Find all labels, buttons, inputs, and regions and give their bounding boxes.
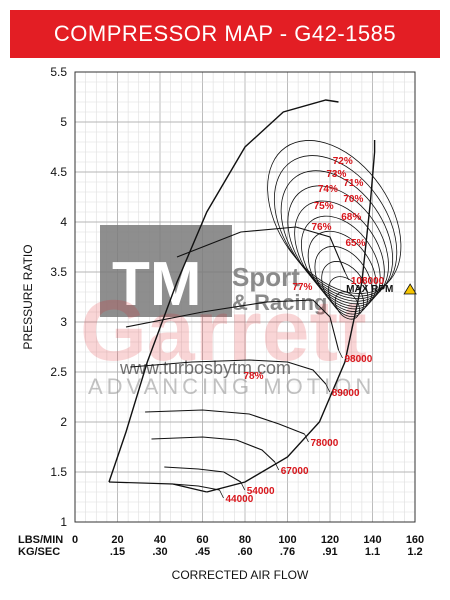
x-tick-label-secondary: .30 <box>152 546 167 558</box>
watermark-big-word: Garrett <box>80 283 367 379</box>
speed-line <box>172 483 220 491</box>
efficiency-contour <box>334 291 360 320</box>
efficiency-contour <box>287 185 389 302</box>
watermark-brand-line-1: Sport <box>232 262 300 292</box>
y-tick-label: 1.5 <box>50 465 67 479</box>
speed-line-label: 54000 <box>247 486 275 497</box>
efficiency-label: 76% <box>311 222 331 233</box>
x-tick-label: 100 <box>278 534 296 546</box>
efficiency-label: 68% <box>341 212 361 223</box>
speed-line-leader <box>304 433 309 443</box>
speed-line-label: 108000 <box>351 276 385 287</box>
watermark-brand-line-2: & Racing <box>232 290 327 315</box>
axes: 1 1.5 2 2.5 3 3.5 4 4.5 5 5.5 0 20.15 40.30 60.45 80.6… <box>50 65 424 558</box>
efficiency-label: 71% <box>343 178 363 189</box>
efficiency-label: 65% <box>345 238 365 249</box>
efficiency-label: 74% <box>318 184 338 195</box>
efficiency-label: 70% <box>343 194 363 205</box>
efficiency-label: 75% <box>314 201 334 212</box>
speed-line-leader <box>274 461 280 471</box>
surge-line <box>108 99 339 483</box>
chart-title: COMPRESSOR MAP - G42-1585 <box>10 10 440 58</box>
watermark-url: www.turbosbytm.com <box>119 358 291 378</box>
efficiency-label: 73% <box>326 169 346 180</box>
x-tick-label-secondary: .15 <box>110 546 125 558</box>
efficiency-label: 72% <box>333 156 353 167</box>
y-tick-label: 5.5 <box>50 65 67 79</box>
speed-line <box>176 226 346 273</box>
x-tick-label-secondary: .45 <box>195 546 210 558</box>
speed-line-label: 89000 <box>332 388 360 399</box>
speed-line <box>125 299 340 351</box>
x-tick-label: 140 <box>363 534 381 546</box>
y-tick-label: 5 <box>60 115 67 129</box>
efficiency-label: 77% <box>292 282 312 293</box>
speed-line-leader <box>325 383 331 393</box>
y-tick-label: 4.5 <box>50 165 67 179</box>
y-tick-label: 4 <box>60 215 67 229</box>
y-tick-label: 2 <box>60 415 67 429</box>
x-tick-label-secondary: .60 <box>237 546 252 558</box>
x-tick-label: 40 <box>154 534 166 546</box>
speed-line-leader <box>338 349 343 359</box>
watermark-logo-box <box>100 225 232 317</box>
speed-line-label: 98000 <box>345 354 373 365</box>
choke-line <box>206 140 376 493</box>
y-tick-label: 3 <box>60 315 67 329</box>
speed-line-label: 44000 <box>226 494 254 505</box>
warning-icon <box>403 283 417 295</box>
y-tick-label: 1 <box>60 515 67 529</box>
x-tick-label: 160 <box>406 534 424 546</box>
x-tick-label-secondary: .91 <box>322 546 337 558</box>
x-unit-label-primary: LBS/MIN <box>18 534 63 546</box>
speed-line-leader <box>219 489 224 499</box>
x-tick-label: 20 <box>111 534 123 546</box>
watermark: TM Sport & Racing Garrett ADVANCING MOTI… <box>80 225 375 399</box>
max-rpm-label: MAX RPM <box>346 284 393 295</box>
watermark-logo-letters: TM <box>112 250 202 319</box>
x-tick-label: 80 <box>239 534 251 546</box>
y-tick-label: 2.5 <box>50 365 67 379</box>
efficiency-contour <box>267 140 402 294</box>
x-axis-label: CORRECTED AIR FLOW <box>172 568 309 582</box>
efficiency-label: 78% <box>243 371 263 382</box>
watermark-sub-word: ADVANCING MOTION <box>88 374 375 399</box>
x-tick-label: 60 <box>196 534 208 546</box>
x-tick-label-secondary: 1.2 <box>407 546 422 558</box>
x-tick-label: 0 <box>72 534 78 546</box>
speed-line <box>151 436 276 463</box>
map-lines <box>108 99 402 499</box>
speed-line <box>164 466 242 483</box>
x-tick-label-secondary: 1.1 <box>365 546 380 558</box>
speed-line-label: 67000 <box>281 466 309 477</box>
efficiency-contour <box>314 245 373 312</box>
y-axis-label: PRESSURE RATIO <box>21 244 35 349</box>
plot-frame <box>74 71 416 523</box>
x-tick-label: 120 <box>321 534 339 546</box>
speed-line-leader <box>240 481 246 491</box>
x-tick-label-secondary: .76 <box>280 546 295 558</box>
speed-line <box>145 409 305 435</box>
x-unit-label-secondary: KG/SEC <box>18 546 60 558</box>
speed-line <box>130 359 327 385</box>
y-tick-label: 3.5 <box>50 265 67 279</box>
speed-line-label: 78000 <box>311 438 339 449</box>
